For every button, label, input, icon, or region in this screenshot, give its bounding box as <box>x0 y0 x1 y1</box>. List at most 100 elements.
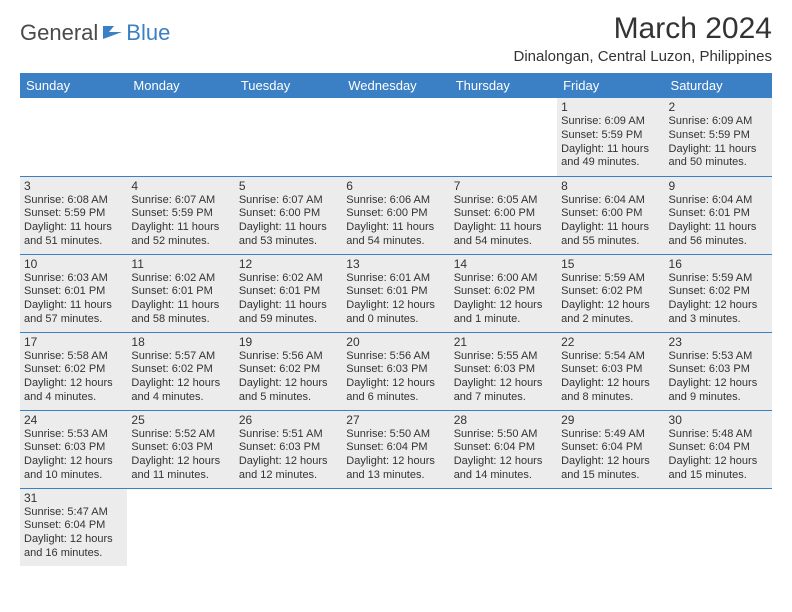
calendar-cell: 9Sunrise: 6:04 AMSunset: 6:01 PMDaylight… <box>665 176 772 254</box>
sunrise-text: Sunrise: 6:03 AM <box>24 272 123 286</box>
sunrise-text: Sunrise: 6:02 AM <box>239 272 338 286</box>
daylight-text: Daylight: 11 hours and 54 minutes. <box>346 221 445 249</box>
calendar-cell: 16Sunrise: 5:59 AMSunset: 6:02 PMDayligh… <box>665 254 772 332</box>
sunset-text: Sunset: 6:00 PM <box>454 207 553 221</box>
day-number: 30 <box>669 413 768 427</box>
sunset-text: Sunset: 5:59 PM <box>24 207 123 221</box>
weekday-header: Saturday <box>665 73 772 98</box>
calendar-cell: 2Sunrise: 6:09 AMSunset: 5:59 PMDaylight… <box>665 98 772 176</box>
calendar-cell: 23Sunrise: 5:53 AMSunset: 6:03 PMDayligh… <box>665 332 772 410</box>
day-number: 27 <box>346 413 445 427</box>
day-number: 15 <box>561 257 660 271</box>
calendar-cell-empty <box>235 98 342 176</box>
sunrise-text: Sunrise: 6:00 AM <box>454 272 553 286</box>
sunrise-text: Sunrise: 6:09 AM <box>561 115 660 129</box>
calendar-cell: 29Sunrise: 5:49 AMSunset: 6:04 PMDayligh… <box>557 410 664 488</box>
daylight-text: Daylight: 12 hours and 14 minutes. <box>454 455 553 483</box>
sunset-text: Sunset: 6:03 PM <box>669 363 768 377</box>
day-number: 13 <box>346 257 445 271</box>
day-number: 3 <box>24 179 123 193</box>
sunrise-text: Sunrise: 6:04 AM <box>561 194 660 208</box>
flag-icon <box>102 24 124 42</box>
day-number: 19 <box>239 335 338 349</box>
daylight-text: Daylight: 11 hours and 58 minutes. <box>131 299 230 327</box>
daylight-text: Daylight: 12 hours and 15 minutes. <box>669 455 768 483</box>
calendar-row: 10Sunrise: 6:03 AMSunset: 6:01 PMDayligh… <box>20 254 772 332</box>
daylight-text: Daylight: 12 hours and 11 minutes. <box>131 455 230 483</box>
sunrise-text: Sunrise: 6:07 AM <box>239 194 338 208</box>
calendar-cell: 3Sunrise: 6:08 AMSunset: 5:59 PMDaylight… <box>20 176 127 254</box>
daylight-text: Daylight: 11 hours and 54 minutes. <box>454 221 553 249</box>
daylight-text: Daylight: 11 hours and 57 minutes. <box>24 299 123 327</box>
calendar-cell: 20Sunrise: 5:56 AMSunset: 6:03 PMDayligh… <box>342 332 449 410</box>
sunset-text: Sunset: 6:02 PM <box>131 363 230 377</box>
sunrise-text: Sunrise: 6:04 AM <box>669 194 768 208</box>
calendar-cell: 15Sunrise: 5:59 AMSunset: 6:02 PMDayligh… <box>557 254 664 332</box>
daylight-text: Daylight: 12 hours and 10 minutes. <box>24 455 123 483</box>
sunrise-text: Sunrise: 6:05 AM <box>454 194 553 208</box>
sunrise-text: Sunrise: 5:55 AM <box>454 350 553 364</box>
sunset-text: Sunset: 6:01 PM <box>24 285 123 299</box>
calendar-row: 31Sunrise: 5:47 AMSunset: 6:04 PMDayligh… <box>20 488 772 566</box>
sunset-text: Sunset: 6:04 PM <box>454 441 553 455</box>
weekday-header-row: SundayMondayTuesdayWednesdayThursdayFrid… <box>20 73 772 98</box>
daylight-text: Daylight: 11 hours and 49 minutes. <box>561 143 660 171</box>
calendar-cell: 28Sunrise: 5:50 AMSunset: 6:04 PMDayligh… <box>450 410 557 488</box>
sunrise-text: Sunrise: 5:47 AM <box>24 506 123 520</box>
month-title: March 2024 <box>513 12 772 46</box>
sunset-text: Sunset: 6:03 PM <box>131 441 230 455</box>
sunrise-text: Sunrise: 5:51 AM <box>239 428 338 442</box>
day-number: 21 <box>454 335 553 349</box>
calendar-cell: 19Sunrise: 5:56 AMSunset: 6:02 PMDayligh… <box>235 332 342 410</box>
sunset-text: Sunset: 6:00 PM <box>561 207 660 221</box>
sunrise-text: Sunrise: 5:57 AM <box>131 350 230 364</box>
calendar-cell: 5Sunrise: 6:07 AMSunset: 6:00 PMDaylight… <box>235 176 342 254</box>
day-number: 2 <box>669 100 768 114</box>
day-number: 7 <box>454 179 553 193</box>
weekday-header: Monday <box>127 73 234 98</box>
sunrise-text: Sunrise: 5:54 AM <box>561 350 660 364</box>
calendar-cell: 6Sunrise: 6:06 AMSunset: 6:00 PMDaylight… <box>342 176 449 254</box>
calendar-cell: 21Sunrise: 5:55 AMSunset: 6:03 PMDayligh… <box>450 332 557 410</box>
calendar-cell: 22Sunrise: 5:54 AMSunset: 6:03 PMDayligh… <box>557 332 664 410</box>
sunset-text: Sunset: 6:02 PM <box>454 285 553 299</box>
sunrise-text: Sunrise: 5:48 AM <box>669 428 768 442</box>
calendar-cell-empty <box>235 488 342 566</box>
calendar-cell: 31Sunrise: 5:47 AMSunset: 6:04 PMDayligh… <box>20 488 127 566</box>
daylight-text: Daylight: 11 hours and 50 minutes. <box>669 143 768 171</box>
day-number: 18 <box>131 335 230 349</box>
sunset-text: Sunset: 6:02 PM <box>24 363 123 377</box>
sunrise-text: Sunrise: 5:56 AM <box>346 350 445 364</box>
daylight-text: Daylight: 12 hours and 3 minutes. <box>669 299 768 327</box>
daylight-text: Daylight: 11 hours and 53 minutes. <box>239 221 338 249</box>
calendar-cell: 7Sunrise: 6:05 AMSunset: 6:00 PMDaylight… <box>450 176 557 254</box>
sunset-text: Sunset: 6:01 PM <box>131 285 230 299</box>
calendar-cell-empty <box>342 488 449 566</box>
daylight-text: Daylight: 12 hours and 12 minutes. <box>239 455 338 483</box>
daylight-text: Daylight: 12 hours and 15 minutes. <box>561 455 660 483</box>
sunrise-text: Sunrise: 6:01 AM <box>346 272 445 286</box>
sunset-text: Sunset: 6:02 PM <box>561 285 660 299</box>
daylight-text: Daylight: 12 hours and 0 minutes. <box>346 299 445 327</box>
sunrise-text: Sunrise: 6:06 AM <box>346 194 445 208</box>
weekday-header: Thursday <box>450 73 557 98</box>
calendar-cell: 25Sunrise: 5:52 AMSunset: 6:03 PMDayligh… <box>127 410 234 488</box>
sunrise-text: Sunrise: 6:07 AM <box>131 194 230 208</box>
logo: General Blue <box>20 20 170 46</box>
sunrise-text: Sunrise: 5:50 AM <box>346 428 445 442</box>
sunrise-text: Sunrise: 5:59 AM <box>561 272 660 286</box>
weekday-header: Tuesday <box>235 73 342 98</box>
calendar-body: 1Sunrise: 6:09 AMSunset: 5:59 PMDaylight… <box>20 98 772 566</box>
sunrise-text: Sunrise: 5:50 AM <box>454 428 553 442</box>
sunrise-text: Sunrise: 6:02 AM <box>131 272 230 286</box>
calendar-cell: 10Sunrise: 6:03 AMSunset: 6:01 PMDayligh… <box>20 254 127 332</box>
calendar-cell: 24Sunrise: 5:53 AMSunset: 6:03 PMDayligh… <box>20 410 127 488</box>
daylight-text: Daylight: 12 hours and 6 minutes. <box>346 377 445 405</box>
day-number: 5 <box>239 179 338 193</box>
daylight-text: Daylight: 12 hours and 7 minutes. <box>454 377 553 405</box>
daylight-text: Daylight: 12 hours and 4 minutes. <box>131 377 230 405</box>
day-number: 16 <box>669 257 768 271</box>
daylight-text: Daylight: 12 hours and 2 minutes. <box>561 299 660 327</box>
calendar-cell: 4Sunrise: 6:07 AMSunset: 5:59 PMDaylight… <box>127 176 234 254</box>
sunrise-text: Sunrise: 5:56 AM <box>239 350 338 364</box>
